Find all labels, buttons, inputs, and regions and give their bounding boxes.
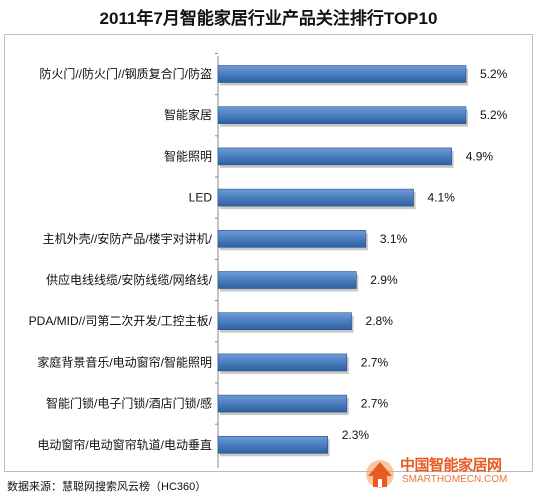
data-label: 4.9%	[466, 149, 494, 163]
category-label: 智能门锁/电子门锁/酒店门锁/感	[46, 396, 212, 411]
category-label: 供应电线线缆/安防线缆/网络线/	[46, 272, 213, 287]
watermark-subtext: SMARTHOMECN.COM	[402, 474, 508, 485]
data-label: 2.7%	[361, 397, 389, 411]
bar	[217, 188, 414, 207]
data-label: 2.3%	[342, 428, 370, 442]
category-label: 主机外壳//安防产品/楼宇对讲机/	[43, 231, 213, 246]
bar	[217, 65, 467, 83]
data-label: 5.2%	[480, 108, 508, 122]
category-label: 智能照明	[164, 148, 212, 163]
category-label: 防火门//防火门//钢质复合门/防盗	[39, 66, 212, 81]
category-label: PDA/MID//司第二次开发/工控主板/	[29, 313, 213, 328]
source-note: 数据来源：慧聪网搜索风云榜（HC360）	[7, 481, 207, 493]
bar	[217, 435, 328, 454]
bar	[217, 106, 467, 124]
bar	[217, 353, 348, 372]
data-label: 2.8%	[366, 314, 394, 328]
bar	[217, 271, 357, 289]
watermark-text: 中国智能家居网	[400, 457, 502, 474]
data-label: 5.2%	[480, 67, 508, 81]
category-label: 电动窗帘/电动窗帘轨道/电动垂直	[37, 437, 212, 452]
bar	[217, 394, 348, 413]
data-label: 2.7%	[361, 355, 389, 369]
data-label: 2.9%	[370, 273, 398, 287]
data-label: 3.1%	[380, 232, 408, 246]
bar	[217, 147, 452, 166]
house-logo-icon	[366, 460, 394, 488]
chart-title: 2011年7月智能家居行业产品关注排行TOP10	[99, 9, 438, 28]
watermark-logo: 中国智能家居网 SMARTHOMECN.COM	[362, 452, 532, 492]
data-label: 4.1%	[428, 191, 456, 205]
bar	[217, 312, 352, 331]
category-label: LED	[189, 191, 213, 205]
bar	[217, 230, 367, 248]
category-label: 家庭背景音乐/电动窗帘/智能照明	[37, 354, 212, 369]
category-label: 智能家居	[164, 107, 212, 122]
